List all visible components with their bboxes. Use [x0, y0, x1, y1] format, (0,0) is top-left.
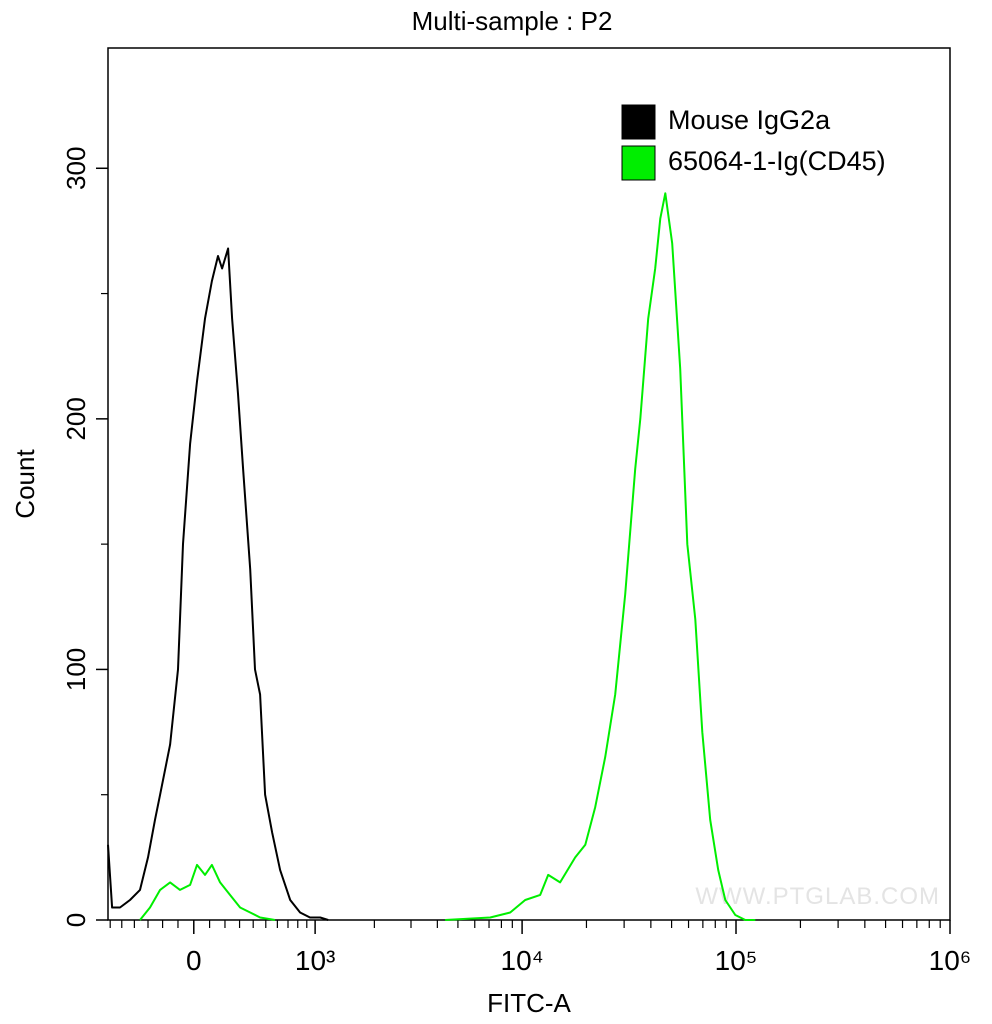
x-tick-label: 10⁶ [929, 945, 972, 976]
x-axis-label: FITC-A [487, 988, 571, 1018]
plot-frame [107, 47, 951, 921]
x-tick-label: 10⁴ [501, 945, 544, 976]
legend-swatch [621, 104, 656, 140]
chart-title: Multi-sample : P2 [412, 6, 613, 36]
y-tick-label: 300 [61, 147, 91, 190]
y-tick-label: 100 [61, 648, 91, 691]
watermark: WWW.PTGLAB.COM [695, 883, 940, 910]
y-tick-label: 200 [61, 397, 91, 440]
x-tick-label: 0 [186, 945, 202, 976]
x-tick-label: 10⁵ [715, 945, 758, 976]
x-tick-label: 10³ [295, 945, 335, 976]
histogram-line [139, 192, 756, 921]
y-axis-label: Count [10, 449, 40, 519]
y-tick-label: 0 [61, 913, 91, 927]
legend-label: Mouse IgG2a [668, 105, 831, 135]
legend-label: 65064-1-Ig(CD45) [668, 146, 886, 176]
legend-swatch [621, 145, 656, 181]
histogram-line [107, 247, 329, 921]
